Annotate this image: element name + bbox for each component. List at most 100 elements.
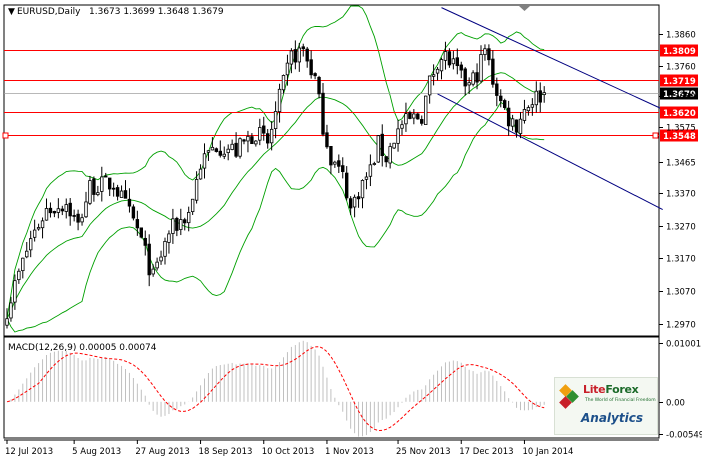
candle [364,172,369,190]
candle [388,142,392,169]
candle-body [435,68,440,74]
candle [143,230,147,256]
candle [159,250,163,265]
candle-body [439,59,444,72]
candle-body [119,190,124,198]
candle-body [234,142,238,157]
candle-body [388,146,392,164]
bollinger-lower-band [6,101,545,333]
candle-body [530,104,535,108]
candle-body [202,153,207,169]
candle-body [526,107,531,112]
candle-body [242,139,246,142]
candle-body [471,72,475,85]
candle [250,133,254,145]
candle-body [475,72,479,83]
candle [416,112,420,120]
candle [36,223,41,231]
candle-body [325,132,329,148]
candle-body [68,202,72,217]
macd-title: MACD(12,26,9) 0.00005 0.00074 [8,343,157,353]
candle [175,216,179,237]
candle-body [487,48,491,61]
level-label-0: 1.3809 [663,47,696,57]
candle [510,114,515,131]
candle [341,157,345,179]
candle-body [131,206,136,219]
candle-body [427,75,432,96]
candle [514,119,519,138]
candle-body [13,280,17,303]
candle [183,217,187,231]
candle [277,83,282,123]
current-price-tag [660,87,698,100]
candle [325,124,329,149]
candle [439,57,444,80]
candle-body [542,92,546,96]
x-tick-label: 27 Aug 2013 [135,447,189,457]
candle [171,208,175,244]
candle [479,45,483,84]
candle-body [88,180,92,204]
candle-body [258,127,262,141]
candle-body [175,217,179,231]
candle-body [163,241,167,257]
candle-body [76,213,80,223]
candle [88,175,92,206]
candle-body [455,57,459,67]
candle-body [333,161,337,165]
candle [218,140,222,158]
candle [344,166,349,201]
candle-body [80,217,84,223]
candle [108,177,112,197]
candle-body [56,208,61,213]
candle-body [167,233,171,243]
candle-body [28,238,33,251]
candle [135,210,140,236]
x-tick-label: 10 Oct 2013 [262,447,315,457]
candle-body [431,74,436,77]
candle-body [344,172,349,199]
candle-body [25,250,29,258]
candle-body [218,150,222,156]
candle-body [297,47,301,63]
y-tick-label: 1.3170 [666,255,696,265]
candle [119,185,124,198]
chart-shift-icon[interactable] [519,6,530,11]
candle [443,41,448,70]
candle [499,89,503,108]
candle [285,54,290,86]
candle [317,75,321,99]
candle-body [404,113,408,125]
candle [431,64,436,86]
candle [21,257,25,279]
candle [427,75,432,104]
candle-body [420,119,424,124]
candle [242,138,246,145]
candle-body [214,148,219,152]
candle [202,143,207,179]
channel-line-1 [437,93,663,211]
candle [44,198,49,221]
candle [368,154,373,187]
candle [265,129,270,149]
candle [68,198,72,226]
candle [376,135,380,163]
candle [471,70,475,87]
x-tick-label: 10 Jan 2014 [522,447,573,457]
candle [60,205,64,216]
candle-body [483,48,487,55]
candle [522,99,527,124]
candle-body [514,119,519,133]
candle [459,61,463,79]
candle [48,202,53,218]
candle [396,119,400,152]
candle [420,115,424,126]
candle [9,296,13,322]
x-tick-label: 25 Nov 2013 [396,447,450,457]
level-label-2: 1.3620 [663,109,696,119]
candle [163,237,167,265]
candle-body [72,215,76,217]
candle [5,308,9,329]
level-tag-0 [660,44,698,57]
